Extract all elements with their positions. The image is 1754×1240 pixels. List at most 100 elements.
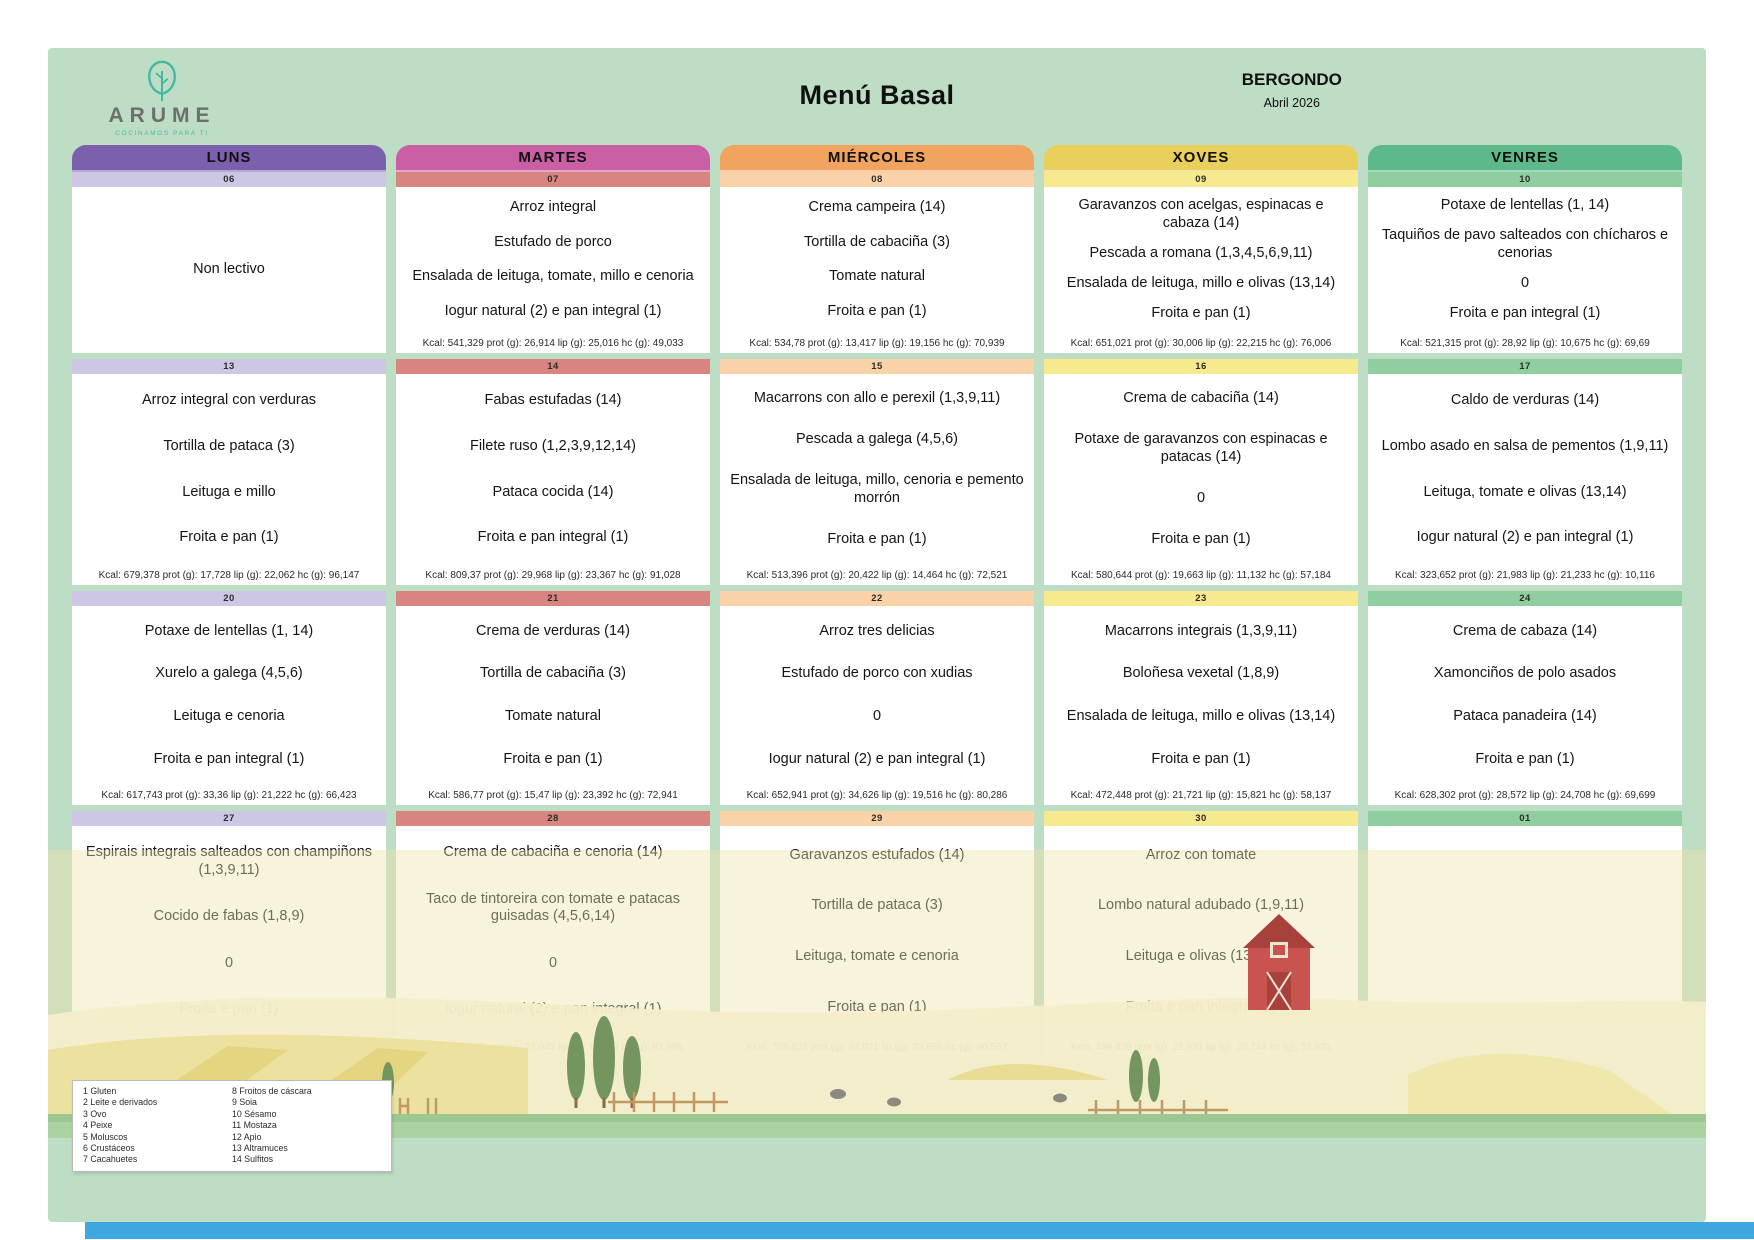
tree-trunks bbox=[574, 1098, 634, 1108]
menu-item: Ensalada de leituga, millo e olivas (13,… bbox=[1066, 708, 1336, 725]
kcal-line: Kcal: 534,78 prot (g): 13,417 lip (g): 1… bbox=[749, 337, 1005, 349]
kcal-line: Kcal: 472,448 prot (g): 21,721 lip (g): … bbox=[1070, 789, 1332, 801]
menu-item: Lombo asado en salsa de pementos (1,9,11… bbox=[1381, 437, 1669, 454]
menu-item: Crema campeira (14) bbox=[808, 199, 946, 216]
menu-item: Tomate natural bbox=[829, 268, 925, 285]
date-badge: 27 bbox=[72, 811, 386, 826]
menu-cell-venres-24: 24 Crema de cabaza (14) Xamonciños de polo… bbox=[1368, 591, 1682, 805]
menu-item: Arroz integral bbox=[509, 199, 597, 216]
date-badge: 08 bbox=[720, 172, 1034, 187]
menu-item: Tomate natural bbox=[505, 708, 601, 725]
menu-item: Taco de tintoreira con tomate e patacas … bbox=[426, 890, 680, 925]
menu-item: Iogur natural (2) e pan integral (1) bbox=[768, 750, 986, 767]
menu-item: 0 bbox=[548, 954, 558, 971]
menu-cell-martes-14: 14 Fabas estufadas (14) Filete ruso (1,2,3… bbox=[396, 359, 710, 585]
menu-cell-miercoles-08: 08 Crema campeira (14) Tortilla de cabaciñ… bbox=[720, 172, 1034, 353]
menu-items: Non lectivo bbox=[72, 187, 386, 353]
day-header-miercoles: MIÉRCOLES bbox=[720, 145, 1034, 172]
menu-items: Garavanzos con acelgas, espinacas e caba… bbox=[1044, 187, 1358, 333]
menu-item: Tortilla de pataca (3) bbox=[811, 897, 943, 914]
menu-item: Estufado de porco con xudias bbox=[781, 665, 973, 682]
day-header-luns: LUNS bbox=[72, 145, 386, 172]
menu-items: Arroz integral con verduras Tortilla de p… bbox=[72, 374, 386, 565]
legend-column: 1 Gluten 2 Leite e derivados 3 Ovo 4 Peixe 5… bbox=[83, 1086, 232, 1165]
day-header-martes: MARTES bbox=[396, 145, 710, 172]
week-row: 06 Non lectivo 07 Arroz integral Estufado de… bbox=[72, 172, 1682, 353]
menu-items: Garavanzos estufados (14) Tortilla de pat… bbox=[720, 826, 1034, 1037]
menu-item: 0 bbox=[224, 954, 234, 971]
menu-item: Arroz tres delicias bbox=[819, 622, 935, 639]
menu-item: Leituga, tomate e cenoria bbox=[795, 948, 959, 965]
menu-item: Crema de cabaciña (14) bbox=[1123, 389, 1279, 406]
week-row: 13 Arroz integral con verduras Tortilla de… bbox=[72, 359, 1682, 585]
menu-cell-martes-28: 28 Crema de cabaciña e cenoria (14) Taco d… bbox=[396, 811, 710, 1057]
menu-item: Iogur natural (2) e pan integral (1) bbox=[444, 1000, 662, 1017]
menu-item: Froita e pan (1) bbox=[1151, 750, 1251, 767]
menu-items: Arroz con tomate Lombo natural adubado (1… bbox=[1044, 826, 1358, 1037]
menu-cell-martes-07: 07 Arroz integral Estufado de porco Ensalad… bbox=[396, 172, 710, 353]
kcal-line: Kcal: 617,743 prot (g): 33,36 lip (g): 2… bbox=[101, 789, 357, 801]
menu-item: Froita e pan (1) bbox=[503, 750, 603, 767]
date-badge: 06 bbox=[72, 172, 386, 187]
kcal-line: Kcal: 566,102 prot (g): 27,043 lip (g): … bbox=[423, 1041, 683, 1053]
menu-items: Macarrons integrais (1,3,9,11) Boloñesa v… bbox=[1044, 606, 1358, 785]
menu-item: Crema de cabaza (14) bbox=[1452, 622, 1598, 639]
date-badge: 07 bbox=[396, 172, 710, 187]
menu-item: Macarrons integrais (1,3,9,11) bbox=[1104, 622, 1298, 639]
date-badge: 21 bbox=[396, 591, 710, 606]
kcal-line: Kcal: 541,329 prot (g): 26,914 lip (g): … bbox=[422, 337, 684, 349]
menu-item: Caldo de verduras (14) bbox=[1450, 392, 1600, 409]
mound bbox=[948, 1064, 1108, 1080]
menu-item: Froita e pan (1) bbox=[1151, 531, 1251, 548]
location-name: BERGONDO bbox=[1241, 70, 1342, 89]
menu-cell-miercoles-29: 29 Garavanzos estufados (14) Tortilla de p… bbox=[720, 811, 1034, 1057]
brand-name: ARUME bbox=[108, 104, 216, 127]
menu-item: Froita e pan (1) bbox=[179, 529, 279, 546]
legend-item: 1 Gluten bbox=[83, 1086, 117, 1096]
legend-item: 6 Crustáceos bbox=[83, 1142, 135, 1153]
menu-cell-miercoles-15: 15 Macarrons con allo e perexil (1,3,9,11… bbox=[720, 359, 1034, 585]
kcal-line: Kcal: 496,429 prot (g): 21,931 lip (g): … bbox=[1070, 1041, 1332, 1053]
month-label: Abril 2026 bbox=[1263, 96, 1320, 110]
menu-item: Potaxe de garavanzos con espinacas e pat… bbox=[1074, 431, 1328, 465]
date-badge: 20 bbox=[72, 591, 386, 606]
menu-item: Leituga e olivas (13,14) bbox=[1125, 948, 1277, 965]
brand-tagline: COCINAMOS PARA TI bbox=[115, 130, 209, 137]
menu-item: Froita e pan (1) bbox=[179, 1000, 279, 1017]
kcal-line: Kcal: 323,652 prot (g): 21,983 lip (g): … bbox=[1395, 569, 1655, 581]
menu-item: Ensalada de leituga, millo, cenoria e pe… bbox=[730, 472, 1024, 507]
menu-items bbox=[1368, 826, 1682, 1057]
menu-item: 0 bbox=[872, 708, 882, 725]
menu-title: Menú Basal bbox=[799, 80, 955, 110]
menu-item: Froita e pan (1) bbox=[827, 998, 927, 1015]
menu-items: Crema de cabaciña e cenoria (14) Taco de … bbox=[396, 826, 710, 1037]
menu-items: Crema de cabaza (14) Xamonciños de polo a… bbox=[1368, 606, 1682, 785]
menu-item: Fabas estufadas (14) bbox=[484, 392, 622, 409]
menu-item: Xurelo a galega (4,5,6) bbox=[155, 665, 303, 682]
legend-item: 7 Cacahuetes bbox=[83, 1154, 138, 1165]
date-badge: 22 bbox=[720, 591, 1034, 606]
menu-item: Ensalada de leituga, tomate, millo e cen… bbox=[412, 268, 694, 285]
menu-items: Caldo de verduras (14) Lombo asado en sal… bbox=[1368, 374, 1682, 565]
date-badge: 01 bbox=[1368, 811, 1682, 826]
menu-calendar: LUNS MARTES MIÉRCOLES XOVES VENRES 06 Non lec… bbox=[72, 145, 1682, 1057]
kcal-line: Kcal: 586,77 prot (g): 15,47 lip (g): 23… bbox=[428, 789, 678, 801]
legend-item: 3 Ovo bbox=[83, 1108, 107, 1119]
menu-item: Pataca panadeira (14) bbox=[1453, 708, 1597, 725]
menu-cell-venres-01: 01 bbox=[1368, 811, 1682, 1057]
menu-items: Crema campeira (14) Tortilla de cabaciña … bbox=[720, 187, 1034, 333]
menu-items: Crema de verduras (14) Tortilla de cabaci… bbox=[396, 606, 710, 785]
week-row: 20 Potaxe de lentellas (1, 14) Xurelo a ga… bbox=[72, 591, 1682, 805]
menu-cell-luns-27: 27 Espirais integrais salteados con champ… bbox=[72, 811, 386, 1057]
date-badge: 17 bbox=[1368, 359, 1682, 374]
menu-item: Pataca cocida (14) bbox=[492, 483, 614, 500]
menu-items: Fabas estufadas (14) Filete ruso (1,2,3,9… bbox=[396, 374, 710, 565]
menu-item: 0 bbox=[1196, 490, 1206, 507]
menu-item: Leituga e millo bbox=[182, 483, 276, 500]
menu-item: Taquiños de pavo salteados con chícharos… bbox=[1381, 227, 1669, 261]
menu-item: Leituga e cenoria bbox=[173, 708, 285, 725]
date-badge: 28 bbox=[396, 811, 710, 826]
kcal-line: Kcal: 651,021 prot (g): 30,006 lip (g): … bbox=[1070, 337, 1332, 349]
panel-header: ARUME COCINAMOS PARA TI Menú Basal BERGO… bbox=[48, 48, 1706, 145]
legend-item: 11 Mostaza bbox=[232, 1120, 277, 1131]
